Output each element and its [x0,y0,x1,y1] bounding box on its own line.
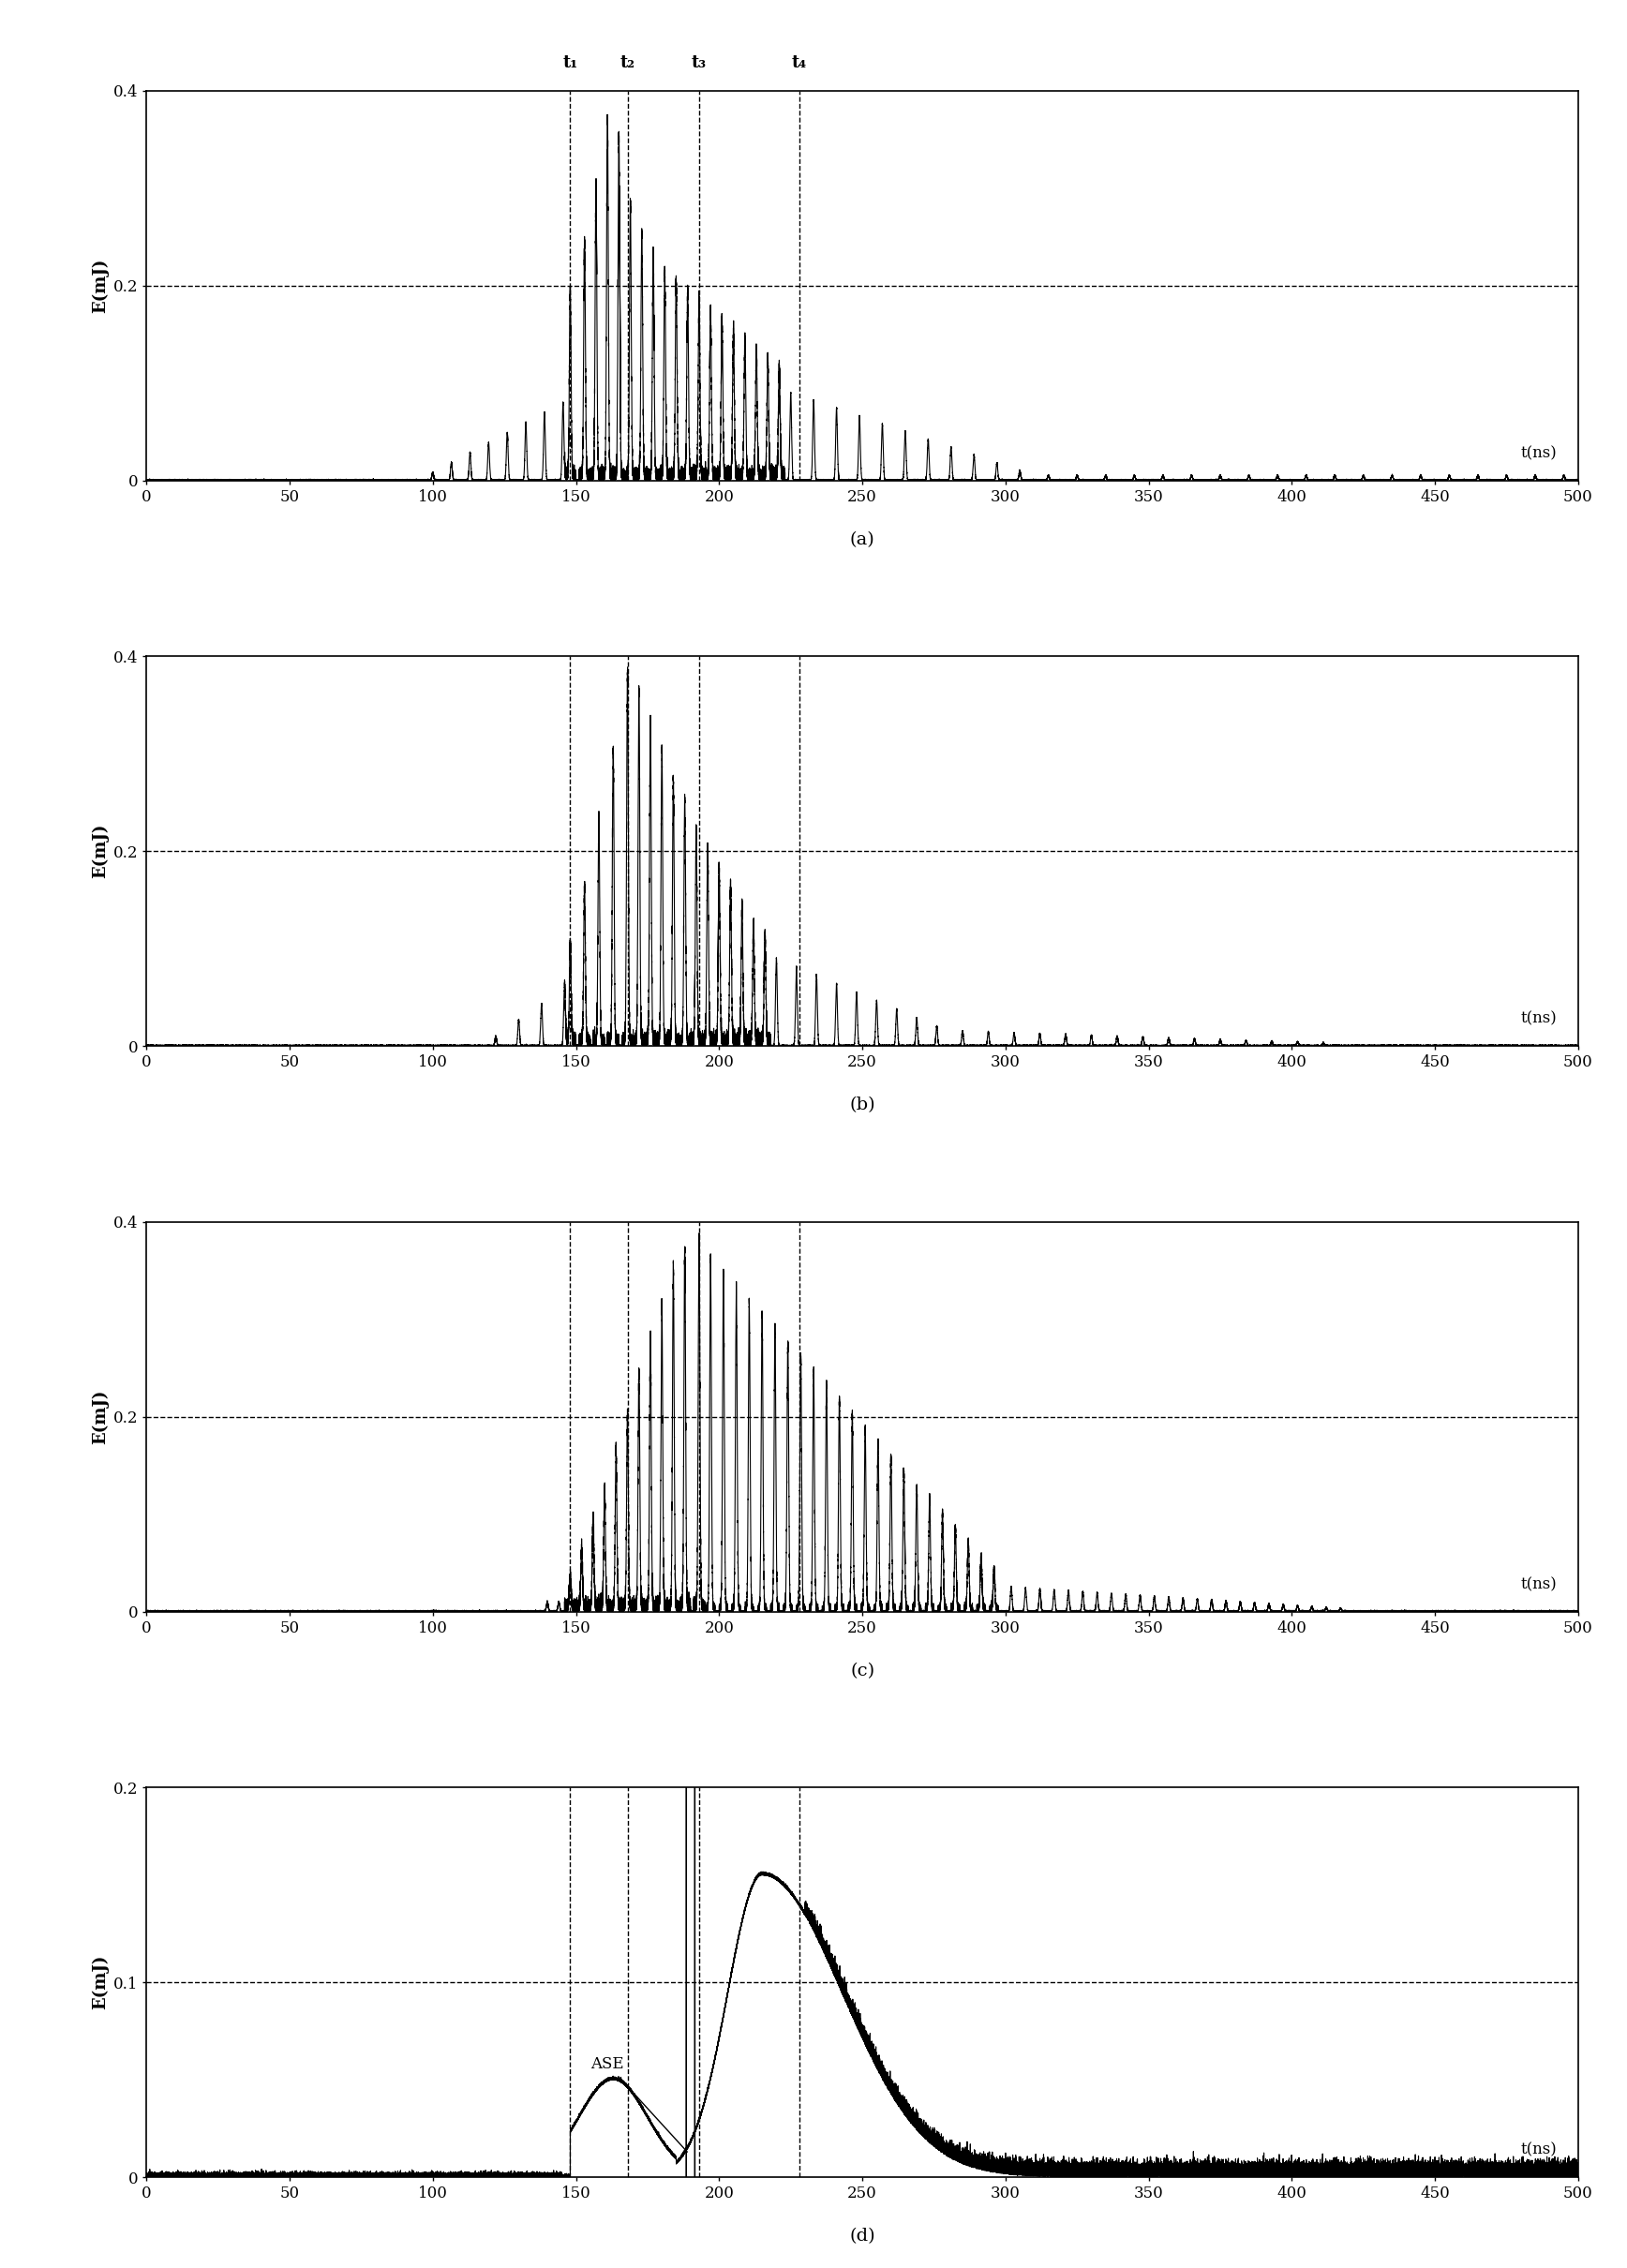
Text: t(ns): t(ns) [1520,1576,1557,1592]
Y-axis label: E(mJ): E(mJ) [93,1955,109,2009]
Text: t₁: t₁ [563,54,578,70]
Y-axis label: E(mJ): E(mJ) [93,823,109,878]
Text: t₃: t₃ [691,54,706,70]
Text: t(ns): t(ns) [1520,1012,1557,1027]
Text: (b): (b) [849,1098,875,1114]
Y-axis label: E(mJ): E(mJ) [93,259,109,313]
Text: ASE: ASE [591,2057,687,2152]
Text: (a): (a) [849,531,875,549]
Y-axis label: E(mJ): E(mJ) [93,1390,109,1445]
Text: t(ns): t(ns) [1520,2141,1557,2157]
Text: (c): (c) [849,1662,875,1678]
Text: t₂: t₂ [620,54,635,70]
Text: (d): (d) [849,2227,875,2245]
Text: t(ns): t(ns) [1520,445,1557,460]
Text: t₄: t₄ [792,54,807,70]
